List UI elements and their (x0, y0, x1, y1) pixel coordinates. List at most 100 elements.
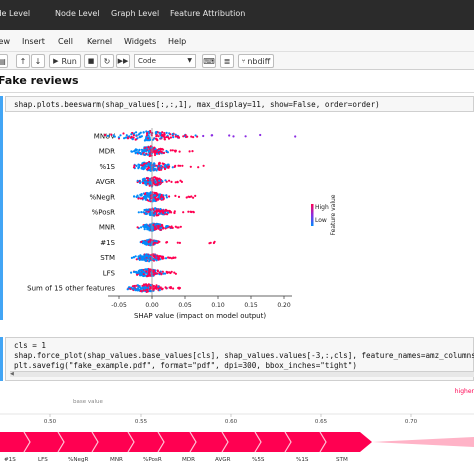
tab-node-level[interactable]: Node Level (55, 9, 100, 18)
tab-graph-level[interactable]: Graph Level (111, 9, 160, 18)
feature-label: %1S (99, 163, 115, 171)
shap-point (130, 133, 133, 136)
shap-point (146, 153, 149, 156)
shap-point (156, 272, 159, 275)
shap-point (162, 211, 165, 215)
shap-point (143, 162, 146, 165)
force-plot: higher base value 0.50 0.55 0.60 0.65 0.70 (0, 388, 474, 453)
menu-view[interactable]: View (0, 37, 10, 46)
shap-point (135, 195, 138, 199)
shap-point (143, 274, 146, 277)
shap-point (129, 287, 132, 290)
shap-point (152, 213, 155, 216)
shap-point (117, 136, 120, 139)
feature-label: MNR (99, 224, 115, 232)
shap-point (202, 134, 205, 138)
shap-point (159, 208, 162, 211)
run-button[interactable]: ▶ Run (49, 54, 81, 68)
toc-button[interactable]: ≣ (220, 54, 234, 68)
move-down-button[interactable]: ↓ (31, 54, 45, 68)
x-tick-label: 0.10 (211, 302, 225, 309)
shap-point (190, 135, 193, 138)
shap-point (149, 154, 152, 157)
restart-button[interactable]: ↻ (100, 54, 114, 68)
shap-point (152, 271, 155, 274)
shap-point (155, 169, 158, 172)
paste-button[interactable]: ▤ (0, 54, 8, 68)
cell-type-select[interactable]: Code ▼ (134, 54, 196, 68)
menu-kernel[interactable]: Kernel (87, 37, 113, 46)
git-icon: ⑂ (241, 57, 246, 65)
x-tick-label: 0.00 (145, 302, 159, 309)
tab-feature-attribution[interactable]: Feature Attribution (170, 9, 246, 18)
shap-point (153, 153, 157, 157)
code-line: shap.plots.beeswarm(shap_values[:,:,1], … (14, 100, 380, 109)
shap-point (178, 241, 181, 244)
shap-point (157, 165, 160, 168)
shap-point (191, 150, 194, 153)
stop-button[interactable]: ■ (84, 54, 98, 68)
shap-point (148, 229, 151, 232)
shap-point (145, 243, 148, 246)
shap-point (153, 151, 157, 155)
shap-point (140, 256, 143, 260)
shap-point (213, 240, 216, 243)
menu-insert[interactable]: Insert (22, 37, 45, 46)
code-cell-1[interactable]: shap.plots.beeswarm(shap_values[:,:,1], … (5, 96, 474, 112)
shap-point (145, 162, 148, 165)
force-chevron (57, 431, 65, 453)
shap-point (152, 223, 155, 226)
shap-point (154, 131, 157, 134)
shap-point (145, 137, 148, 141)
force-tick-label: 0.70 (405, 419, 418, 425)
shap-point (144, 259, 147, 262)
shap-point (174, 256, 177, 259)
shap-point (174, 272, 177, 275)
shap-point (143, 225, 146, 228)
shap-point (169, 256, 172, 259)
shap-point (154, 181, 157, 184)
force-chevron (189, 431, 197, 453)
shap-point (134, 255, 137, 258)
shap-point (163, 164, 167, 167)
tab-code-level[interactable]: Code Level (0, 9, 31, 18)
shap-point (149, 208, 152, 211)
base-value-label: base value (73, 399, 103, 405)
horizontal-scrollbar[interactable]: ◀ (10, 371, 474, 377)
shap-point (176, 181, 179, 184)
shap-point (153, 165, 156, 168)
shap-point (137, 133, 140, 136)
shap-point (168, 179, 171, 182)
x-tick-label: 0.20 (277, 302, 291, 309)
shap-point (244, 135, 247, 138)
code-line-3: plt.savefig("fake_example.pdf", format="… (14, 361, 357, 370)
shap-point (169, 226, 172, 229)
menu-cell[interactable]: Cell (58, 37, 73, 46)
shap-point (165, 287, 168, 290)
shap-point (143, 177, 146, 181)
shap-point (144, 208, 147, 211)
shap-point (157, 285, 160, 288)
feature-label: LFS (103, 269, 116, 277)
shap-point (146, 284, 149, 288)
shap-point (139, 254, 142, 257)
menu-widgets[interactable]: Widgets (124, 37, 157, 46)
feature-label: %NegR (89, 193, 115, 201)
shap-point (137, 211, 140, 214)
shap-point (145, 165, 148, 168)
move-up-button[interactable]: ↑ (16, 54, 30, 68)
force-feature-label: %PosR (143, 457, 162, 463)
shap-point (147, 256, 150, 259)
shap-point (144, 165, 147, 168)
shap-point (149, 244, 152, 247)
shap-point (162, 272, 165, 275)
shap-point (170, 180, 173, 183)
shap-point (145, 212, 148, 215)
shap-point (147, 134, 150, 137)
shap-point (168, 286, 171, 289)
keyboard-button[interactable]: ⌨ (202, 54, 216, 68)
menu-help[interactable]: Help (168, 37, 187, 46)
shap-point (172, 256, 175, 259)
restart-run-button[interactable]: ▶▶ (116, 54, 130, 68)
nbdiff-button[interactable]: ⑂ nbdiff (238, 54, 274, 68)
